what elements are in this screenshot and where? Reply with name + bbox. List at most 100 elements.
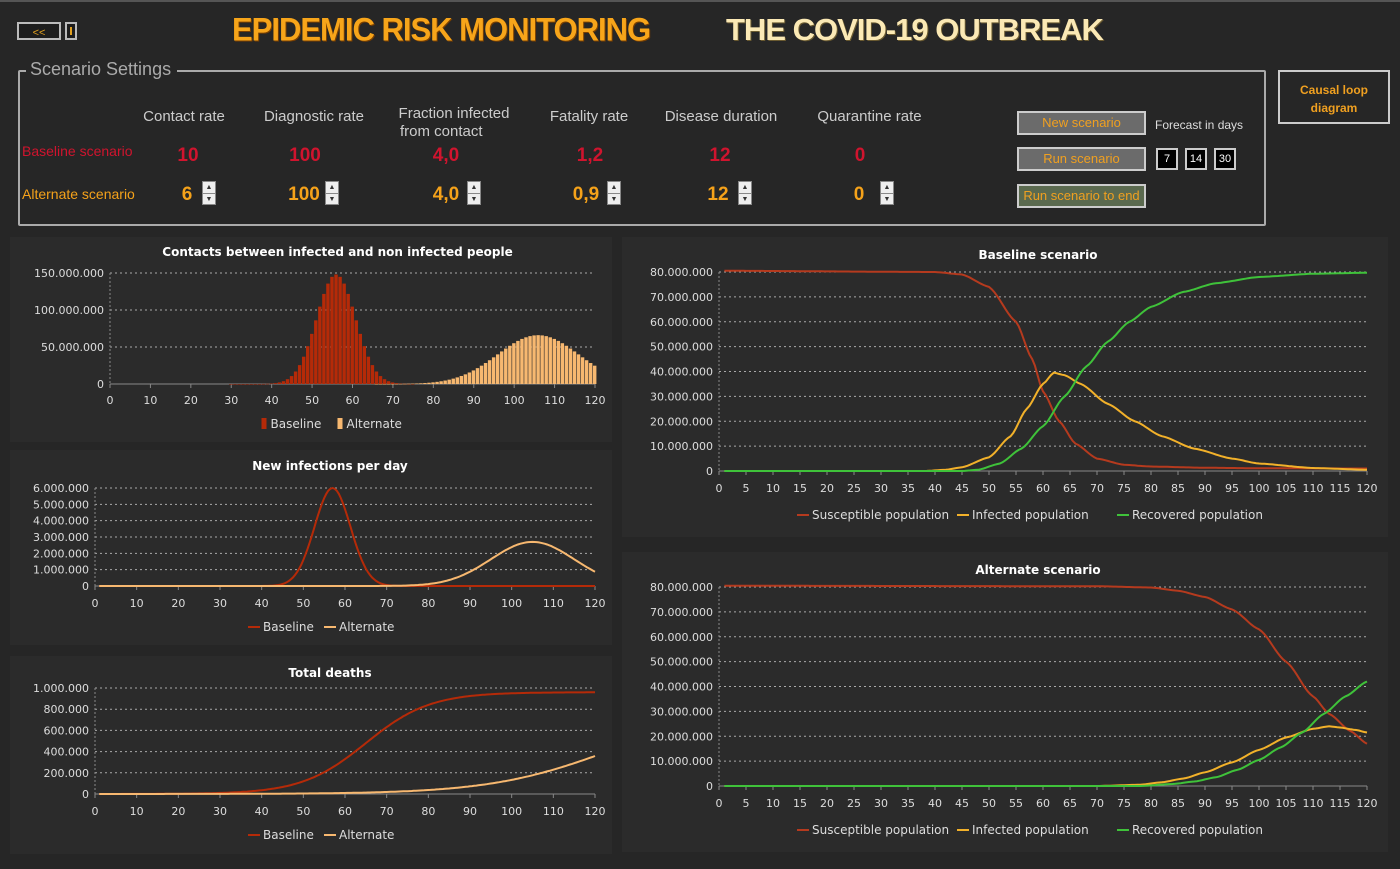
stepper-up-icon[interactable]: ▲ (468, 182, 480, 194)
x-tick-label: 120 (585, 394, 606, 407)
column-header-fatality-rate: Fatality rate (549, 108, 629, 125)
new-scenario-button[interactable]: New scenario (1017, 111, 1146, 135)
baseline-bar (289, 376, 294, 384)
x-tick-label: 95 (1225, 797, 1239, 810)
chart-title: Contacts between infected and non infect… (162, 245, 512, 259)
baseline-bar (265, 383, 270, 385)
alternate-bar (475, 368, 480, 384)
y-tick-label: 50.000.000 (650, 341, 713, 354)
baseline-bar (346, 293, 350, 384)
alternate-diagnostic-rate[interactable]: 100 (288, 184, 320, 205)
stepper-down-icon[interactable]: ▼ (470, 196, 478, 203)
pause-button[interactable] (65, 22, 77, 40)
stepper-down-icon[interactable]: ▼ (205, 196, 213, 203)
contact-rate-stepper[interactable]: ▲ ▼ (202, 181, 216, 205)
x-tick-label: 40 (255, 805, 269, 818)
baseline-bar (318, 306, 322, 384)
causal-loop-diagram-button[interactable]: Causal loop diagram (1278, 70, 1390, 124)
alternate-contact-rate[interactable]: 6 (181, 184, 193, 205)
fraction-infected-stepper[interactable]: ▲ ▼ (467, 181, 481, 205)
x-tick-label: 100 (501, 805, 522, 818)
baseline-fraction-infected: 4,0 (432, 145, 460, 166)
total_deaths-chart: Total deaths 0 200.000 400.000 600.000 800.00… (33, 666, 605, 842)
baseline_scenario-chart: Baseline scenario 0 10.000.000 20.000.000 30… (650, 248, 1378, 522)
stepper-down-icon[interactable]: ▼ (610, 196, 618, 203)
baseline-bar (334, 274, 338, 384)
column-header-fraction-infected: Fraction infected from contact (390, 105, 518, 141)
x-tick-label: 105 (1276, 482, 1297, 495)
stepper-up-icon[interactable]: ▲ (326, 182, 338, 194)
alternate-scenario-label: Alternate scenario (22, 186, 135, 202)
x-tick-label: 50 (296, 597, 310, 610)
alternate-bar (483, 363, 488, 384)
x-tick-label: 25 (847, 482, 861, 495)
x-tick-label: 70 (1090, 482, 1104, 495)
stepper-up-icon[interactable]: ▲ (881, 182, 893, 194)
y-tick-label: 400.000 (44, 746, 90, 759)
forecast-in-days-label: Forecast in days (1155, 118, 1244, 132)
alternate-bar (592, 365, 597, 384)
fatality-rate-stepper[interactable]: ▲ ▼ (607, 181, 621, 205)
alternate-bar (455, 377, 459, 384)
alternate-bar (390, 383, 395, 385)
x-tick-label: 70 (380, 805, 394, 818)
stepper-up-icon[interactable]: ▲ (739, 182, 751, 194)
baseline-bar (362, 346, 367, 384)
forecast-14-days-button[interactable]: 14 (1185, 148, 1207, 170)
alternate-bar (536, 335, 540, 384)
alternate-disease-duration[interactable]: 12 (707, 184, 729, 205)
x-tick-label: 80 (1144, 482, 1158, 495)
x-tick-label: 35 (901, 482, 915, 495)
stepper-down-icon[interactable]: ▼ (741, 196, 749, 203)
alternate-quarantine-rate[interactable]: 0 (853, 184, 865, 205)
x-tick-label: 5 (743, 797, 750, 810)
quarantine-rate-stepper[interactable]: ▲ ▼ (880, 181, 894, 205)
x-tick-label: 70 (386, 394, 400, 407)
stepper-down-icon[interactable]: ▼ (883, 196, 891, 203)
x-tick-label: 35 (901, 797, 915, 810)
x-tick-label: 110 (544, 394, 565, 407)
y-tick-label: 50.000.000 (650, 656, 713, 669)
baseline-bar (269, 383, 274, 385)
x-tick-label: 60 (346, 394, 360, 407)
baseline-bar (411, 383, 415, 385)
baseline-bar (297, 365, 302, 384)
alternate-bar (419, 383, 423, 384)
stepper-up-icon[interactable]: ▲ (608, 182, 620, 194)
s-series-line (724, 584, 1368, 745)
baseline-bar (338, 276, 342, 384)
x-tick-label: 15 (793, 482, 807, 495)
s-series-line (724, 269, 1367, 470)
x-tick-label: 80 (1144, 797, 1158, 810)
alternate-bar (431, 382, 435, 384)
x-tick-label: 90 (463, 597, 477, 610)
forecast-7-days-button[interactable]: 7 (1156, 148, 1178, 170)
alternate-bar (524, 337, 528, 384)
contacts-chart: Contacts between infected and non infect… (34, 245, 606, 431)
forecast-30-days-button[interactable]: 30 (1214, 148, 1236, 170)
x-tick-label: 30 (224, 394, 238, 407)
disease-duration-stepper[interactable]: ▲ ▼ (738, 181, 752, 205)
alternate-fatality-rate[interactable]: 0,9 (572, 184, 600, 205)
alternate-fraction-infected[interactable]: 4,0 (432, 184, 460, 205)
alternate-bar (463, 374, 468, 384)
stepper-up-icon[interactable]: ▲ (203, 182, 215, 194)
baseline-bar (249, 383, 253, 385)
stepper-down-icon[interactable]: ▼ (328, 196, 336, 203)
baseline-bar (310, 333, 314, 384)
alternate-scenario-chart-panel: Alternate scenario 0 10.000.000 20.000.000 3… (622, 552, 1388, 852)
baseline-bar (277, 382, 282, 384)
baseline-bar (253, 383, 257, 385)
x-tick-label: 120 (1357, 482, 1378, 495)
baseline-bar (257, 383, 261, 385)
run-scenario-to-end-button[interactable]: Run scenario to end (1017, 184, 1146, 208)
x-tick-label: 0 (92, 805, 99, 818)
diagnostic-rate-stepper[interactable]: ▲ ▼ (325, 181, 339, 205)
alternate-bar (435, 381, 439, 384)
back-button[interactable]: << (17, 22, 61, 40)
x-tick-label: 30 (874, 797, 888, 810)
x-tick-label: 55 (1009, 797, 1023, 810)
baseline-bar (241, 383, 245, 385)
run-scenario-button[interactable]: Run scenario (1017, 147, 1146, 171)
alternate-bar (459, 375, 464, 384)
